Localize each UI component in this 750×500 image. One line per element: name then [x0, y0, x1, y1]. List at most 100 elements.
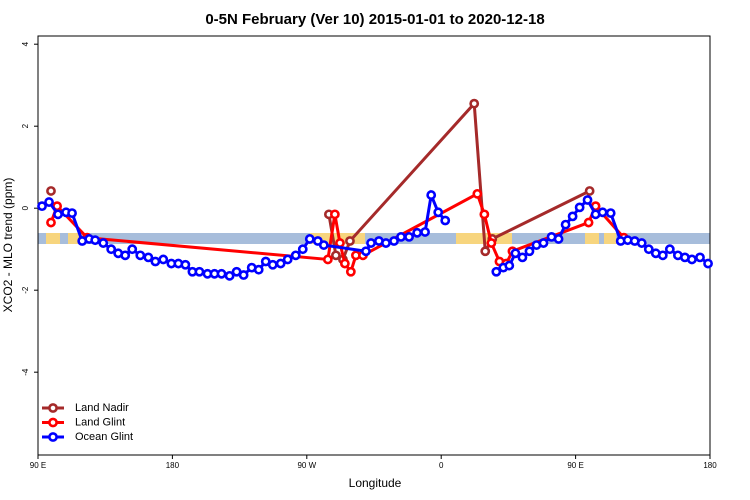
land-band — [585, 233, 599, 244]
legend-label: Ocean Glint — [75, 431, 133, 443]
x-axis-label: Longitude — [349, 476, 402, 490]
land-band — [604, 233, 616, 244]
chart-title: 0-5N February (Ver 10) 2015-01-01 to 202… — [205, 11, 544, 28]
point — [194, 266, 205, 277]
x-tick-label: 180 — [703, 461, 717, 470]
plot-frame — [37, 35, 711, 456]
point — [361, 246, 371, 257]
point — [472, 188, 483, 199]
point — [583, 217, 594, 228]
point — [366, 238, 376, 248]
y-axis-label: XCO2 - MLO trend (ppm) — [1, 178, 15, 313]
point — [331, 250, 341, 261]
legend-label: Land Glint — [75, 416, 125, 428]
point — [120, 250, 131, 261]
point — [486, 238, 497, 248]
legend-marker — [48, 417, 58, 428]
point — [491, 266, 502, 277]
x-tick-label: 90 E — [30, 461, 46, 470]
point — [46, 186, 56, 196]
point — [339, 258, 350, 269]
point — [480, 246, 491, 257]
point — [605, 208, 616, 219]
x-tick-label: 90 W — [297, 461, 316, 470]
y-tick-label: -2 — [21, 286, 30, 294]
point — [238, 270, 249, 280]
point — [150, 256, 161, 267]
point — [267, 259, 278, 270]
point — [216, 268, 227, 279]
point — [127, 244, 138, 255]
point — [98, 238, 109, 248]
point — [253, 264, 264, 275]
point — [304, 234, 315, 244]
point — [597, 207, 608, 218]
y-tick-label: -4 — [21, 368, 30, 376]
point — [538, 238, 549, 248]
point — [143, 252, 154, 263]
y-tick-label: 2 — [21, 123, 30, 128]
point — [553, 234, 564, 244]
legend-label: Land Nadir — [75, 402, 129, 414]
point — [479, 209, 490, 220]
point — [504, 260, 515, 271]
point — [37, 201, 47, 212]
point — [567, 211, 578, 222]
point — [90, 235, 101, 246]
land-band — [310, 233, 365, 244]
point — [412, 227, 423, 238]
point — [433, 207, 444, 218]
point — [135, 250, 146, 261]
x-tick-label: 180 — [166, 461, 180, 470]
point — [643, 244, 654, 255]
point — [657, 250, 668, 261]
point — [290, 250, 301, 261]
x-tick-label: 90 E — [567, 461, 583, 470]
point — [345, 266, 356, 277]
legend-marker — [48, 403, 58, 413]
point — [560, 219, 571, 230]
point — [381, 238, 391, 248]
point — [574, 202, 585, 213]
point — [318, 240, 329, 250]
point — [322, 254, 333, 265]
point — [275, 258, 286, 269]
point — [664, 244, 675, 255]
point — [517, 252, 528, 263]
legend-marker — [48, 432, 58, 442]
point — [389, 236, 399, 246]
point — [703, 258, 713, 269]
point — [329, 209, 340, 220]
point — [396, 231, 406, 242]
point — [345, 236, 355, 246]
y-tick-label: 0 — [21, 205, 30, 210]
point — [67, 208, 77, 219]
point — [510, 248, 521, 259]
series-line — [49, 191, 625, 276]
point — [224, 270, 235, 281]
point — [44, 197, 54, 207]
point — [582, 195, 593, 205]
point — [297, 244, 308, 255]
land-band — [46, 233, 60, 244]
point — [282, 254, 293, 265]
y-tick-label: 4 — [21, 41, 30, 46]
point — [420, 227, 430, 237]
point — [53, 209, 63, 220]
x-tick-label: 0 — [439, 461, 444, 470]
ocean-band — [38, 233, 710, 244]
land-band — [68, 233, 82, 244]
point — [636, 238, 647, 248]
point — [404, 231, 414, 242]
point — [46, 217, 56, 228]
point — [440, 215, 451, 226]
point — [426, 190, 437, 200]
point — [695, 252, 705, 263]
point — [687, 254, 697, 265]
point — [106, 244, 117, 255]
point — [180, 259, 191, 270]
point — [584, 186, 595, 196]
point — [335, 238, 345, 248]
point — [524, 246, 535, 257]
